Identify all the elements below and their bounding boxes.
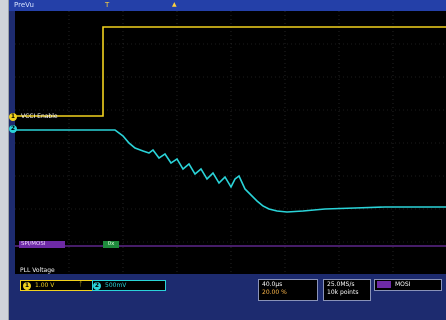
trigger-position-marker[interactable]: T: [105, 1, 110, 9]
run-state-label: PreVu: [14, 1, 34, 9]
trigger-source: MOSI: [395, 281, 411, 288]
waveform-svg: [15, 11, 446, 274]
top-status-bar: [9, 0, 446, 11]
bus-label[interactable]: SPI/MOSI: [19, 241, 65, 248]
ch2-scale-value: 500mV: [105, 282, 127, 289]
timebase-scale: 40.0µs: [262, 281, 283, 288]
trigger-bus-icon: [377, 281, 391, 288]
trigger-readout[interactable]: MOSI: [374, 279, 442, 291]
timebase-marker-icon[interactable]: ▲: [172, 1, 177, 8]
ch2-trace: [15, 129, 446, 213]
ref-label: PLL Voltage: [20, 267, 55, 274]
timebase-readout[interactable]: 40.0µs 20.00 %: [258, 279, 318, 301]
timebase-position: 20.00 %: [262, 289, 287, 296]
sample-rate: 25.0MS/s: [327, 281, 355, 288]
ch1-scale-value: 1.00 V: [35, 282, 55, 289]
ch2-ground-marker[interactable]: 2: [9, 125, 17, 133]
ch1-label: VCCI Enable: [21, 113, 58, 120]
grid: [15, 11, 446, 274]
record-length: 10k points: [327, 289, 359, 296]
ch1-coupling-icon: ᛏ: [79, 281, 83, 288]
waveform-graticule[interactable]: [15, 11, 446, 274]
ch1-ground-marker[interactable]: 1: [9, 113, 17, 121]
bus-value: 0x: [103, 241, 119, 248]
ch2-scale-readout[interactable]: 500mV: [92, 280, 166, 291]
left-bezel: [0, 0, 9, 320]
acquisition-readout[interactable]: 25.0MS/s 10k points: [323, 279, 371, 301]
ch1-trace: [15, 26, 446, 117]
